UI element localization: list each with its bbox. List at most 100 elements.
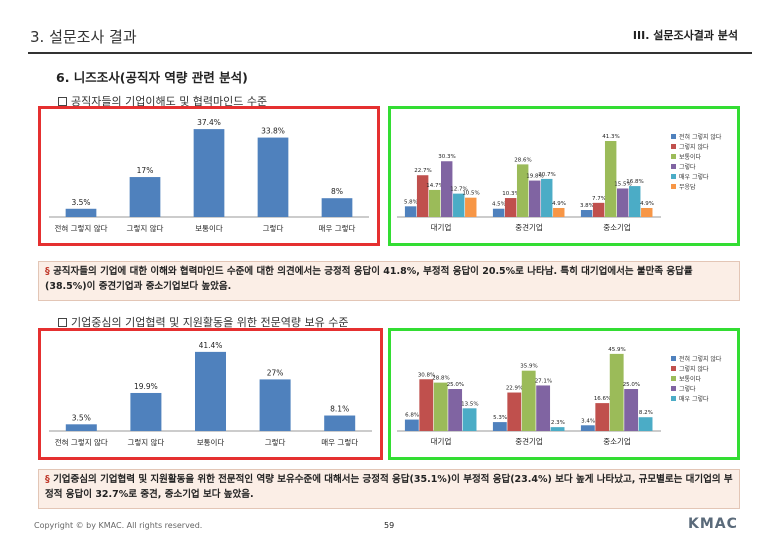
chart-bysize-2-bar-label: 22.9% (506, 386, 523, 392)
chart-bysize-2-legend-swatch (671, 356, 676, 361)
chart-overall-2-bar (324, 415, 356, 431)
chart-bysize-2-bar (550, 427, 565, 431)
question-2-label: 기업중심의 기업협력 및 지원활동을 위한 전문역량 보유 수준 (71, 316, 349, 329)
chart-bysize-2-legend-swatch (671, 386, 676, 391)
chart-bysize-1-legend-swatch (671, 154, 676, 159)
chart-overall-2-bar-label: 27% (267, 368, 284, 377)
question-1: 공직자들의 기업이해도 및 협력마인드 수준 (58, 93, 267, 109)
page-number: 59 (384, 521, 395, 530)
chart-bysize-2-legend-label: 그렇지 않다 (679, 365, 709, 373)
chart-bysize-1-legend-swatch (671, 144, 676, 149)
chart-bysize-2: 6.8%30.8%28.8%25.0%13.5%대기업5.3%22.9%35.9… (397, 347, 722, 446)
chart-bysize-1-bar-label: 14.7% (426, 183, 443, 189)
chart-overall-2-bar (194, 351, 227, 431)
chart-overall-2-bar-label: 8.1% (330, 405, 349, 414)
chart-bysize-1-legend-swatch (671, 164, 676, 169)
chart-bysize-2-legend-label: 그렇다 (679, 385, 696, 393)
note-bullet-icon: § (45, 266, 50, 277)
header-divider (28, 52, 752, 54)
chart-overall-2-bar (259, 379, 291, 431)
chart-bysize-1-bar-label: 15.5% (614, 181, 631, 187)
chart-bysize-1-legend-swatch (671, 184, 676, 189)
chart-bysize-1-legend-label: 전혀 그렇지 않다 (679, 133, 722, 141)
chart-overall-2-category-label: 매우 그렇다 (321, 437, 358, 447)
chart-bysize-2-legend-label: 보통이다 (679, 375, 702, 383)
chart-overall-2-bar-label: 19.9% (134, 382, 158, 391)
chart-bysize-1-bar-label: 10.3% (502, 191, 519, 197)
chart-bysize-1-bar (453, 193, 465, 217)
chart-bysize-1-bar-label: 19.8% (526, 174, 543, 180)
chart-bysize-2-frame: 6.8% 30.8% 28.8% 25.0% 13.5% 대기업 5.3% 22.9% 35.9… (388, 328, 740, 460)
chart-overall-1-bar-label: 33.8% (261, 127, 285, 136)
question-2: 기업중심의 기업협력 및 지원활동을 위한 전문역량 보유 수준 (58, 314, 348, 330)
chart-bysize-1-bar-label: 7.7% (592, 196, 606, 202)
chart-bysize-2-legend-swatch (671, 376, 676, 381)
chart-bysize-1-bar (541, 178, 553, 217)
chart-bysize-1-bar (641, 207, 653, 217)
chart-bysize-1-bar (428, 189, 441, 217)
chart-bysize-1-bar (504, 198, 517, 217)
chart-bysize-1-category-label: 대기업 (431, 223, 452, 232)
note-1: § 공직자들의 기업에 대한 이해와 협력마인드 수준에 대한 의견에서는 긍정… (38, 261, 740, 301)
chart-bysize-1-category-label: 중견기업 (515, 222, 543, 232)
chart-bysize-1-bar-label: 3.8% (580, 203, 594, 209)
footer-copyright: Copyright © by KMAC. All rights reserved… (34, 521, 203, 530)
chart-bysize-1-legend-label: 그렇지 않다 (679, 143, 709, 151)
chart-bysize-2-bar-label: 13.5% (461, 401, 478, 407)
chart-overall-1-bar (321, 198, 353, 217)
chart-bysize-2-bar-label: 27.1% (535, 378, 552, 384)
checkbox-icon (58, 317, 67, 327)
chart-bysize-1-bar (617, 188, 629, 217)
chart-overall-1-category-label: 그렇다 (263, 223, 284, 233)
chart-bysize-2-bar-label: 28.8% (432, 376, 449, 382)
chart-bysize-1-legend-label: 보통이다 (679, 153, 702, 161)
page-header-title: 3. 설문조사 결과 (30, 28, 137, 46)
chart-overall-2-category-label: 보통이다 (197, 437, 225, 447)
chart-bysize-2-bar (492, 422, 507, 431)
chart-overall-1-bar (65, 208, 97, 217)
chart-bysize-2-bar-label: 30.8% (418, 372, 435, 378)
chart-bysize-1-bar (592, 202, 605, 217)
chart-bysize-1-bar (441, 161, 453, 217)
chart-bysize-2-bar (433, 382, 448, 431)
chart-overall-2-frame: 3.5% 전혀 그렇지 않다 19.9% 그렇지 않다 41.4% 보통이다 27% 그렇다 8… (38, 328, 383, 460)
chart-bysize-1-bar (465, 197, 477, 217)
chart-bysize-1-bar (516, 164, 529, 217)
chart-bysize-2-bar (638, 417, 653, 431)
chart-bysize-2-legend-label: 매우 그렇다 (679, 395, 709, 403)
chart-bysize-1-bar (580, 210, 593, 217)
chart-bysize-1-bar (416, 175, 429, 217)
chart-bysize-1-bar-label: 4.9% (640, 201, 654, 207)
chart-bysize-1: 5.8% 22.7% 14.7% 30.3% 12.7%10.5% 대기업 4.5% 10.3… (397, 133, 722, 232)
chart-bysize-2-bar (404, 419, 419, 431)
chart-bysize-1-bar-label: 10.5% (462, 191, 479, 197)
chart-overall-1-bar (193, 129, 225, 217)
chart-bysize-2-bar (521, 370, 536, 431)
note-bullet-icon: § (45, 474, 50, 485)
chart-bysize-1-bar (404, 206, 417, 217)
chart-overall-1-bar (257, 137, 289, 217)
chart-overall-1-bar-label: 17% (137, 166, 154, 175)
chart-bysize-2-bar-label: 16.6% (594, 396, 611, 402)
chart-bysize-1-legend-label: 그렇다 (679, 163, 696, 171)
chart-bysize-2-bar (595, 403, 610, 431)
chart-overall-2-category-label: 그렇지 않다 (127, 437, 164, 447)
chart-bysize-1-legend-label: 매우 그렇다 (679, 173, 709, 181)
chart-bysize-2-bar-label: 6.8% (405, 413, 419, 419)
chart-overall-1-bar-label: 37.4% (197, 118, 221, 127)
chart-bysize-2-bar (624, 389, 639, 431)
chart-bysize-2-bar-label: 3.4% (581, 418, 595, 424)
chart-overall-2-category-label: 전혀 그렇지 않다 (55, 437, 108, 447)
chart-bysize-2-bar-label: 25.0% (447, 382, 464, 388)
chart-bysize-1-bar-label: 4.5% (492, 202, 506, 208)
chart-bysize-1-bar-label: 4.9% (552, 201, 566, 207)
chart-bysize-1-bar (553, 207, 565, 217)
chart-bysize-1-bar (492, 208, 505, 217)
chart-bysize-1-bar-label: 22.7% (414, 168, 431, 174)
chart-bysize-1-bar-label: 20.7% (538, 172, 555, 178)
chart-overall-1-category-label: 그렇지 않다 (127, 223, 164, 233)
chart-bysize-1-bar (529, 180, 541, 217)
chart-bysize-2-bar (507, 392, 522, 431)
checkbox-icon (58, 96, 67, 106)
chart-bysize-1-bar-label: 41.3% (602, 134, 619, 140)
